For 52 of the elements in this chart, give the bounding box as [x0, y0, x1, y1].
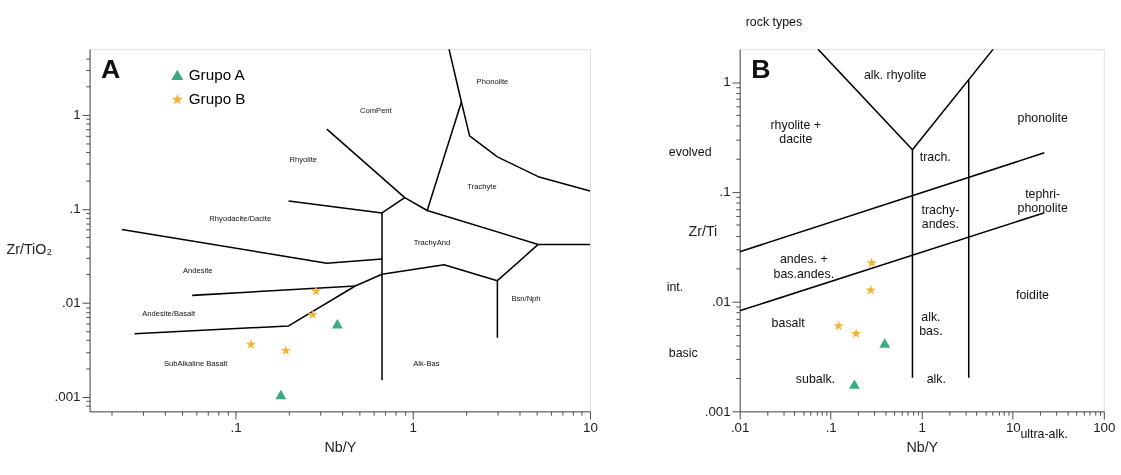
y-tick-label: 1	[723, 74, 731, 90]
y-tick-label: 1	[73, 107, 81, 123]
text: int.	[666, 279, 684, 294]
annotation: andes. + bas.andes.	[773, 252, 835, 281]
y-tick-label: .01	[62, 295, 81, 311]
annotation: Trachyte	[467, 182, 497, 192]
x-tick-label: 1	[918, 419, 926, 435]
annotation: foidite	[1015, 288, 1050, 303]
annotation: Andesite	[182, 266, 213, 276]
x-tick-label: 1	[409, 419, 418, 435]
y-tick-label: .1	[719, 184, 731, 200]
y-tick-label: .1	[69, 201, 81, 217]
annotation: Phonolite	[476, 77, 509, 87]
y-axis-title: Zr/TiO₂	[6, 240, 52, 257]
annotation: alk. rhyolite	[863, 67, 927, 82]
text: basic	[668, 346, 698, 361]
annotation: subalk.	[795, 371, 836, 386]
x-tick-label: 10	[1005, 419, 1021, 435]
annotation: SubAlkaline Basalt	[163, 359, 229, 369]
legend-label: Grupo B	[188, 90, 246, 108]
annotation: trachy- andes.	[921, 202, 960, 232]
text: ultra-alk.	[1020, 427, 1068, 441]
annotation: A	[100, 53, 121, 84]
annotation: TrachyAnd	[413, 237, 451, 247]
y-tick-label: .001	[704, 403, 731, 419]
annotation: phonolite	[1017, 110, 1068, 125]
x-tick-label: .1	[230, 419, 242, 435]
x-tick-label: .01	[730, 419, 750, 435]
x-axis-title: Nb/Y	[906, 438, 939, 455]
annotation: rhyolite + dacite	[770, 118, 822, 147]
annotation: alk. bas.	[919, 309, 943, 338]
y-tick-label: .001	[54, 389, 81, 405]
text: evolved	[668, 144, 712, 159]
y-tick-label: .01	[712, 293, 731, 309]
legend-label: Grupo A	[188, 65, 246, 83]
x-tick-label: 100	[1093, 419, 1116, 435]
x-tick-label: 10	[583, 419, 598, 435]
annotation: tephri- phonolite	[1017, 186, 1068, 216]
text: rock types	[745, 15, 803, 30]
annotation: basalt	[771, 316, 806, 331]
annotation: Rhyolite	[289, 154, 318, 164]
annotation: trach.	[919, 149, 951, 164]
y-axis-title: Zr/Ti	[688, 222, 718, 239]
x-axis-title: Nb/Y	[324, 438, 357, 455]
annotation: Bsn/Nph	[511, 293, 541, 303]
annotation: Rhyodacite/Dacite	[209, 213, 272, 223]
annotation: Andesite/Basalt	[142, 308, 196, 318]
annotation: ComPent	[359, 105, 393, 115]
x-tick-label: .1	[825, 419, 837, 435]
annotation: Alk-Bas	[413, 359, 440, 369]
annotation: alk.	[926, 371, 946, 386]
annotation: B	[751, 53, 771, 84]
